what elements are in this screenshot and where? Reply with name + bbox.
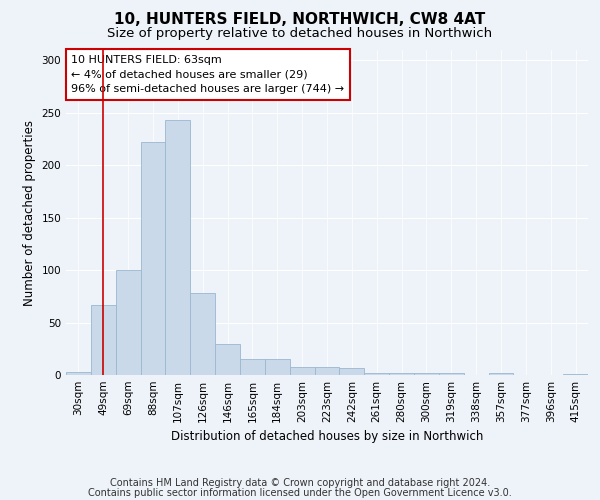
X-axis label: Distribution of detached houses by size in Northwich: Distribution of detached houses by size … (171, 430, 483, 444)
Bar (240, 360, 265, 375)
Bar (364, 373, 389, 375)
Text: Contains HM Land Registry data © Crown copyright and database right 2024.: Contains HM Land Registry data © Crown c… (110, 478, 490, 488)
Text: Contains public sector information licensed under the Open Government Licence v3: Contains public sector information licen… (88, 488, 512, 498)
Bar (140, 142, 166, 375)
Y-axis label: Number of detached properties: Number of detached properties (23, 120, 36, 306)
Bar (66, 372, 91, 375)
Bar (190, 293, 215, 375)
Bar (563, 374, 588, 375)
Text: 10, HUNTERS FIELD, NORTHWICH, CW8 4AT: 10, HUNTERS FIELD, NORTHWICH, CW8 4AT (115, 12, 485, 28)
Bar (314, 366, 340, 375)
Bar (91, 305, 116, 375)
Bar (340, 368, 364, 375)
Bar (166, 120, 190, 375)
Bar (215, 344, 240, 375)
Bar (488, 373, 514, 375)
Bar (290, 366, 314, 375)
Bar (265, 360, 290, 375)
Bar (116, 270, 140, 375)
Bar (439, 373, 464, 375)
Text: Size of property relative to detached houses in Northwich: Size of property relative to detached ho… (107, 28, 493, 40)
Text: 10 HUNTERS FIELD: 63sqm
← 4% of detached houses are smaller (29)
96% of semi-det: 10 HUNTERS FIELD: 63sqm ← 4% of detached… (71, 55, 344, 94)
Bar (414, 373, 439, 375)
Bar (389, 373, 414, 375)
